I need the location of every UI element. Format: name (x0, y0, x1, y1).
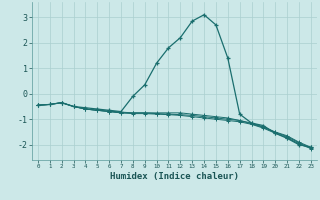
X-axis label: Humidex (Indice chaleur): Humidex (Indice chaleur) (110, 172, 239, 181)
